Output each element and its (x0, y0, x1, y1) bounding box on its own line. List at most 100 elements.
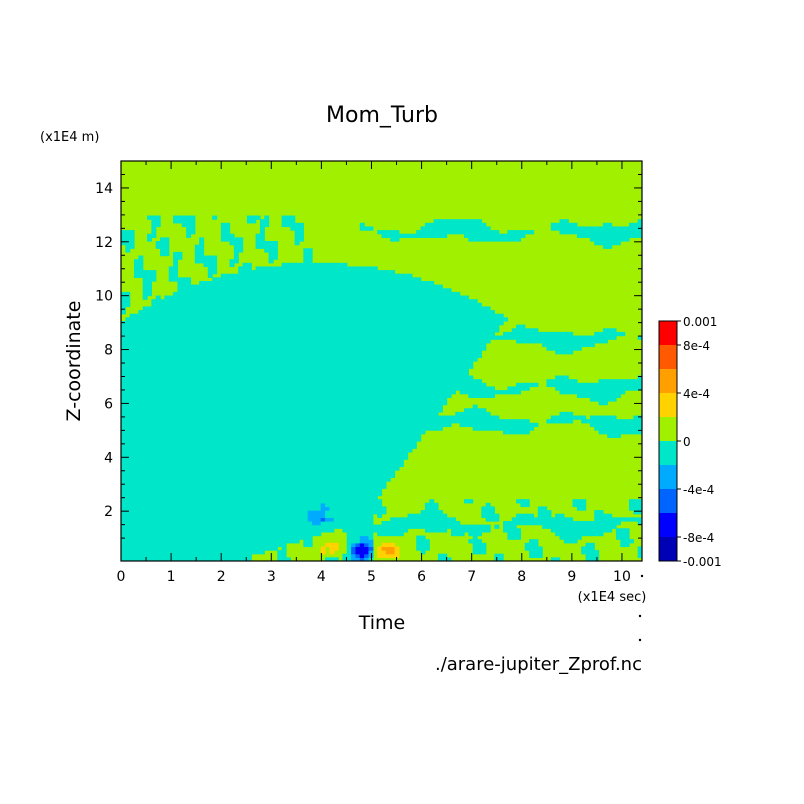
field-cell (160, 324, 166, 329)
field-cell (381, 444, 387, 449)
field-cell (285, 430, 291, 435)
field-cell (385, 353, 391, 358)
field-cell (142, 317, 148, 322)
field-cell (346, 266, 352, 271)
field-cell (142, 382, 148, 388)
field-cell (216, 404, 222, 409)
field-cell (229, 506, 235, 511)
field-cell (359, 535, 365, 540)
field-cell (199, 462, 205, 468)
field-cell (225, 546, 231, 551)
field-cell (381, 393, 387, 398)
field-cell (203, 451, 209, 457)
field-cell (238, 295, 244, 300)
field-cell (255, 284, 261, 289)
field-cell (364, 284, 370, 289)
field-cell (164, 357, 170, 362)
field-cell (177, 390, 183, 395)
field-cell (307, 535, 313, 540)
field-cell (294, 484, 300, 489)
field-cell (242, 361, 248, 366)
field-cell (299, 521, 304, 526)
field-cell (238, 455, 244, 460)
field-cell (333, 299, 339, 304)
field-cell (168, 350, 174, 355)
field-cell (272, 350, 278, 355)
field-cell (233, 553, 239, 558)
field-cell (238, 441, 244, 446)
field-cell (229, 495, 235, 500)
field-cell (333, 502, 339, 508)
field-cell (390, 462, 396, 468)
field-cell (168, 502, 174, 508)
field-cell (364, 364, 370, 369)
field-cell (316, 459, 322, 464)
field-cell (121, 324, 126, 329)
field-cell (199, 328, 205, 333)
field-cell (177, 473, 183, 478)
field-cell (385, 357, 391, 362)
field-cell (381, 382, 387, 388)
field-cell (290, 313, 296, 318)
field-cell (264, 535, 270, 540)
field-cell (329, 273, 335, 278)
field-cell (142, 404, 148, 409)
field-cell (246, 557, 252, 561)
field-cell (233, 524, 239, 529)
field-cell (325, 528, 330, 533)
field-cell (207, 459, 213, 464)
field-cell (329, 262, 335, 268)
field-cell (155, 401, 161, 406)
field-cell (125, 488, 131, 493)
field-cell (294, 477, 300, 482)
field-cell (320, 408, 326, 413)
field-cell (155, 499, 161, 504)
field-cell (342, 488, 348, 493)
field-cell (233, 299, 239, 304)
field-cell (299, 306, 304, 311)
field-cell (342, 491, 348, 497)
field-cell (268, 382, 274, 388)
field-cell (294, 364, 300, 369)
field-cell (160, 459, 166, 464)
field-cell (173, 422, 179, 428)
field-cell (186, 281, 192, 286)
field-cell (246, 382, 252, 388)
field-cell (329, 415, 335, 420)
field-cell (355, 284, 361, 289)
field-cell (290, 277, 296, 282)
field-cell (377, 433, 383, 438)
field-cell (238, 477, 244, 482)
field-cell (325, 415, 330, 420)
field-cell (307, 346, 313, 351)
field-cell (355, 546, 361, 551)
field-cell (138, 539, 144, 544)
field-cell (329, 317, 335, 322)
field-cell (160, 397, 166, 402)
field-cell (173, 346, 179, 351)
field-cell (325, 557, 330, 561)
field-cell (225, 535, 231, 540)
field-cell (333, 455, 339, 460)
field-cell (199, 324, 205, 329)
field-cell (225, 233, 231, 238)
field-cell (385, 448, 391, 453)
field-cell (264, 470, 270, 475)
field-cell (281, 539, 287, 544)
field-cell (259, 448, 265, 453)
field-cell (220, 288, 226, 293)
field-cell (255, 393, 261, 398)
field-cell (316, 281, 322, 286)
field-cell (377, 371, 383, 377)
field-cell (259, 273, 265, 278)
field-cell (181, 517, 187, 522)
field-cell (246, 273, 252, 278)
field-cell (359, 368, 365, 373)
field-cell (307, 470, 313, 475)
field-cell (251, 342, 257, 348)
field-cell (272, 430, 278, 435)
field-cell (125, 437, 131, 442)
field-cell (216, 542, 222, 548)
field-cell (203, 506, 209, 511)
